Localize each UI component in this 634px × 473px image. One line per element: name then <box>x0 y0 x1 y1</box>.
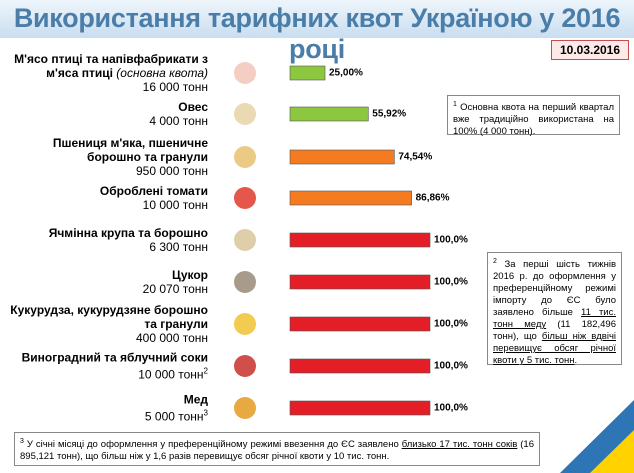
product-icon <box>234 355 256 377</box>
category-note: (основна квота) <box>116 66 208 80</box>
value-label: 100,0% <box>434 319 468 330</box>
category-label: Пшениця м'яка, пшеничне борошно та грану… <box>8 136 208 178</box>
date-label: 10.03.2016 <box>551 40 629 60</box>
bar <box>289 274 431 290</box>
footnote: 2 За перші шість тижнів 2016 р. до оформ… <box>487 252 622 367</box>
category-name: Оброблені томати <box>99 184 208 198</box>
bar <box>289 400 431 416</box>
category-label: Цукор 20 070 тонн <box>8 268 208 296</box>
value-label: 100,0% <box>434 361 468 372</box>
bar <box>289 106 369 122</box>
category-name: М'ясо птиці та напівфабрикати з м'яса пт… <box>14 52 208 80</box>
category-label: Оброблені томати 10 000 тонн <box>8 184 208 212</box>
footnote: 1 Основна квота на перший квартал вже тр… <box>447 95 620 138</box>
product-icon <box>234 146 256 168</box>
bar <box>289 316 431 332</box>
product-icon <box>234 397 256 419</box>
value-label: 100,0% <box>434 277 468 288</box>
footnote-text: більш ніж вдвічі перевищує обсяг річної … <box>493 331 616 367</box>
footnote-marker: 2 <box>203 366 208 376</box>
category-volume: 6 300 тонн <box>149 240 208 254</box>
product-icon <box>234 62 256 84</box>
footnote-text: За перші шість тижнів 2016 р. до оформле… <box>493 259 616 319</box>
category-name: Кукурудза, кукурудзяне борошно та гранул… <box>10 303 208 331</box>
bar <box>289 190 412 206</box>
category-name: Цукор <box>172 268 208 282</box>
category-name: Виноградний та яблучний соки <box>21 350 208 365</box>
category-label: М'ясо птиці та напівфабрикати з м'яса пт… <box>8 52 208 94</box>
bar <box>289 358 431 374</box>
footnote-marker: 2 <box>493 258 497 265</box>
footnote-marker: 3 <box>20 438 24 445</box>
footnote-text: (11 182,496 тонн), що <box>493 319 616 343</box>
category-label: Мед 5 000 тонн3 <box>8 393 208 424</box>
category-label: Ячмінна крупа та борошно 6 300 тонн <box>8 226 208 254</box>
product-icon <box>234 229 256 251</box>
category-name: Овес <box>178 100 208 114</box>
bar <box>289 149 395 165</box>
category-volume: 4 000 тонн <box>149 114 208 128</box>
category-volume: 400 000 тонн <box>136 331 208 345</box>
value-label: 100,0% <box>434 235 468 246</box>
value-label: 55,92% <box>372 109 406 120</box>
category-volume: 5 000 тонн <box>144 409 204 424</box>
footnote-marker: 1 <box>453 101 457 108</box>
category-volume: 16 000 тонн <box>142 80 208 94</box>
product-icon <box>234 187 256 209</box>
value-label: 86,86% <box>416 193 450 204</box>
category-label: Овес 4 000 тонн <box>8 100 208 128</box>
product-icon <box>234 271 256 293</box>
product-icon <box>234 313 256 335</box>
footnote-text: (16 895,121 тонн), що більш ніж у 1,6 ра… <box>20 439 534 463</box>
category-label: Кукурудза, кукурудзяне борошно та гранул… <box>8 303 208 345</box>
category-volume: 20 070 тонн <box>142 282 208 296</box>
category-name: Мед <box>183 392 208 407</box>
product-icon <box>234 103 256 125</box>
category-name: Пшениця м'яка, пшеничне борошно та грану… <box>52 136 208 164</box>
bar <box>289 232 431 248</box>
chart-title: Використання тарифних квот Україною у 20… <box>13 3 621 64</box>
footnote-marker: 3 <box>203 408 208 418</box>
category-label: Виноградний та яблучний соки 10 000 тонн2 <box>8 351 208 382</box>
value-label: 74,54% <box>398 152 432 163</box>
category-volume: 10 000 тонн <box>138 367 204 382</box>
bar <box>289 65 326 81</box>
footnote-text: . <box>574 355 578 367</box>
title-banner <box>0 0 634 38</box>
footnote-text: близько 17 тис. тонн соків <box>401 439 518 451</box>
footnote-text: 11 тис. тонн меду <box>493 307 616 331</box>
value-label: 100,0% <box>434 403 468 414</box>
footnote: 3 У січні місяці до оформлення у префере… <box>14 432 540 466</box>
category-name: Ячмінна крупа та борошно <box>48 226 208 240</box>
footnote-text: Основна квота на перший квартал вже трад… <box>453 102 614 138</box>
value-label: 25,00% <box>329 68 363 79</box>
decoration <box>590 430 634 473</box>
category-volume: 950 000 тонн <box>136 164 208 178</box>
footnote-text: У січні місяці до оформлення у преференц… <box>26 439 402 451</box>
category-volume: 10 000 тонн <box>142 198 208 212</box>
